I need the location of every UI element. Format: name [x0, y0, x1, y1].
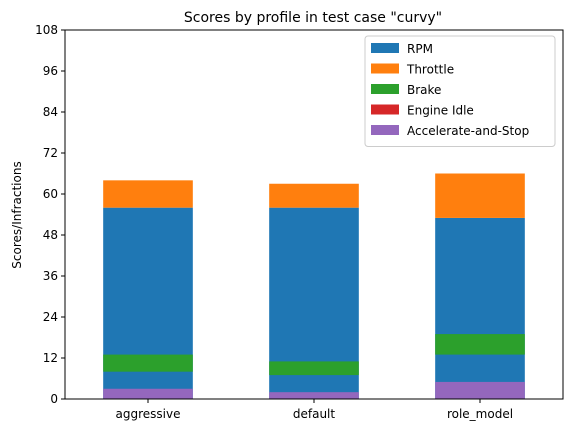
bar-brake-default	[269, 361, 359, 375]
bar-brake-aggressive	[103, 355, 193, 372]
legend-label-throttle: Throttle	[406, 63, 454, 77]
legend-swatch-brake	[371, 84, 399, 94]
y-tick-label: 48	[43, 228, 58, 242]
bar-throttle-role-model	[435, 174, 525, 218]
bar-accelerate-and-stop-role-model	[435, 382, 525, 399]
legend-label-accelerate-and-stop: Accelerate-and-Stop	[407, 124, 529, 138]
legend-label-engine-idle: Engine Idle	[407, 104, 474, 118]
y-tick-label: 60	[43, 187, 58, 201]
x-tick-label: default	[293, 407, 336, 421]
y-tick-label: 108	[35, 23, 58, 37]
legend-swatch-throttle	[371, 64, 399, 74]
y-tick-label: 0	[50, 392, 58, 406]
bar-accelerate-and-stop-aggressive	[103, 389, 193, 399]
y-axis-label: Scores/Infractions	[10, 161, 24, 268]
y-tick-label: 84	[43, 105, 58, 119]
legend-label-brake: Brake	[407, 83, 441, 97]
bar-accelerate-and-stop-default	[269, 392, 359, 399]
chart-title: Scores by profile in test case "curvy"	[184, 10, 442, 26]
bar-brake-role-model	[435, 334, 525, 355]
legend-swatch-accelerate-and-stop	[371, 125, 399, 135]
bar-throttle-aggressive	[103, 180, 193, 207]
y-tick-label: 96	[43, 64, 58, 78]
y-tick-label: 24	[43, 310, 58, 324]
y-tick-label: 36	[43, 269, 58, 283]
bar-throttle-default	[269, 184, 359, 208]
bars-group	[103, 174, 525, 400]
legend-swatch-engine-idle	[371, 105, 399, 115]
legend-label-rpm: RPM	[407, 42, 433, 56]
legend-swatch-rpm	[371, 43, 399, 53]
bar-rpm-role-model	[435, 218, 525, 399]
y-tick-label: 72	[43, 146, 58, 160]
y-tick-label: 12	[43, 351, 58, 365]
x-tick-label: aggressive	[116, 407, 181, 421]
legend: RPM Throttle Brake Engine Idle Accelerate-an…	[365, 36, 555, 147]
x-tick-label: role_model	[447, 407, 513, 421]
